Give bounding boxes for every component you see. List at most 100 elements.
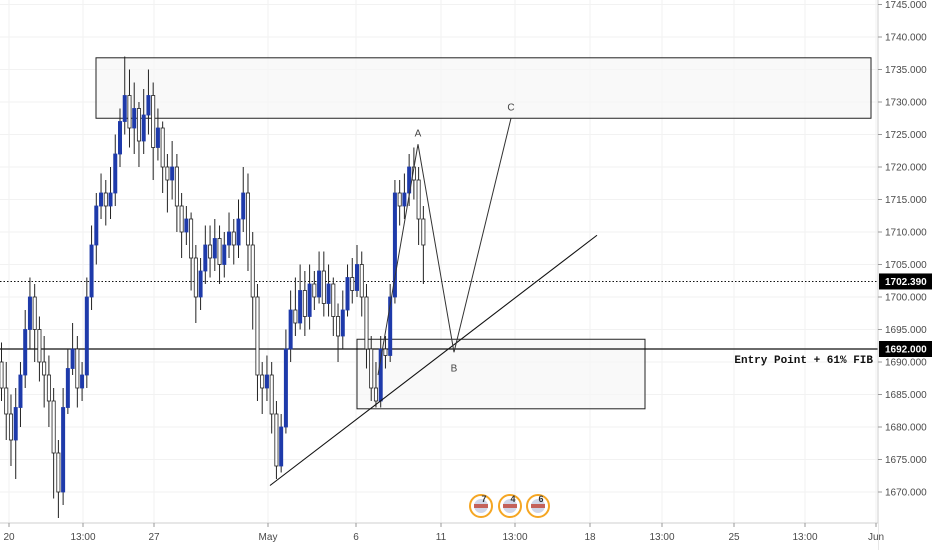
y-tick-label: 1710.000 xyxy=(885,228,927,239)
y-tick-label: 1720.000 xyxy=(885,163,927,174)
current-price-tag: 1702.390 xyxy=(879,273,932,290)
candle-body-up xyxy=(146,95,151,116)
pattern-label-a: A xyxy=(415,128,422,139)
candle-body-down xyxy=(208,244,213,259)
abc-pattern-line xyxy=(377,118,512,376)
candle xyxy=(250,232,255,330)
candle xyxy=(298,264,303,330)
x-tick-label: 13:00 xyxy=(70,532,95,543)
horizontal-lines-layer xyxy=(0,280,878,350)
candle-body-down xyxy=(4,387,9,415)
candle-body-down xyxy=(42,361,47,376)
candle-body-up xyxy=(65,368,70,408)
candle xyxy=(241,167,246,232)
candle-body-up xyxy=(307,283,312,317)
candle xyxy=(255,284,260,401)
candle-body-up xyxy=(354,264,359,291)
candle-body-up xyxy=(298,290,303,324)
candle-body-up xyxy=(122,95,127,122)
candle xyxy=(61,388,66,505)
event-badges-layer: 7 4 6 xyxy=(469,494,550,518)
candle-body-up xyxy=(61,407,66,493)
candle xyxy=(42,336,47,408)
candle-body-up xyxy=(326,283,331,304)
candle-body-down xyxy=(179,205,184,233)
candle xyxy=(51,388,56,499)
candle-body-down xyxy=(336,316,341,337)
candle-body-down xyxy=(369,348,374,389)
y-tick-label: 1685.000 xyxy=(885,390,927,401)
candle xyxy=(402,173,407,219)
candle xyxy=(184,206,189,245)
x-tick-label: 13:00 xyxy=(649,532,674,543)
x-tick-label: 27 xyxy=(148,532,160,543)
candle xyxy=(312,271,317,310)
candle xyxy=(80,362,85,401)
candle-body-down xyxy=(37,329,42,363)
candle xyxy=(283,329,288,434)
candle-body-up xyxy=(80,374,85,389)
candle xyxy=(198,258,203,310)
candle-body-up xyxy=(94,205,99,246)
candle xyxy=(264,355,269,401)
candle-body-up xyxy=(23,329,28,376)
candle xyxy=(354,245,359,297)
candle xyxy=(99,173,104,219)
candle-body-up xyxy=(89,244,94,298)
candle xyxy=(132,82,137,154)
candle xyxy=(32,284,37,362)
y-tick-label: 1680.000 xyxy=(885,423,927,434)
zone-layer xyxy=(95,57,872,410)
candle-body-down xyxy=(416,179,421,220)
candle-body-down xyxy=(51,400,56,454)
candle-body-down xyxy=(127,95,132,129)
candle-body-up xyxy=(227,231,232,246)
candle xyxy=(326,264,331,317)
candle-body-down xyxy=(56,452,61,493)
flag-stripe xyxy=(531,504,545,508)
x-tick-label: 13:00 xyxy=(792,532,817,543)
candle xyxy=(136,102,141,167)
candle-body-down xyxy=(260,374,265,389)
candle-body-down xyxy=(383,348,388,356)
candle-body-up xyxy=(288,309,293,350)
candle xyxy=(373,362,378,408)
event-badge-count: 6 xyxy=(538,494,543,504)
candle xyxy=(118,108,123,167)
price-tag-label: 1702.390 xyxy=(885,277,927,288)
candle xyxy=(4,362,9,440)
candle xyxy=(236,199,241,258)
candle xyxy=(165,154,170,213)
y-tick-label: 1675.000 xyxy=(885,455,927,466)
candle-body-down xyxy=(302,290,307,317)
candle xyxy=(388,284,393,362)
candle xyxy=(189,212,194,291)
candle xyxy=(321,251,326,317)
candle-body-down xyxy=(75,348,80,389)
candle xyxy=(113,134,118,206)
candle-body-down xyxy=(32,296,37,330)
candle xyxy=(193,245,198,323)
x-tick-label: Jun xyxy=(868,532,884,543)
candle xyxy=(94,193,99,265)
candle xyxy=(421,206,426,284)
candle xyxy=(288,290,293,362)
candle xyxy=(274,401,279,479)
candle-body-down xyxy=(174,166,179,207)
candle-body-up xyxy=(99,192,104,207)
candle xyxy=(227,212,232,258)
candle xyxy=(279,414,284,473)
y-tick-label: 1715.000 xyxy=(885,195,927,206)
y-tick-label: 1745.000 xyxy=(885,0,927,11)
candle-body-down xyxy=(421,218,426,246)
candle-body-up xyxy=(27,296,32,330)
candle xyxy=(84,277,89,388)
candle xyxy=(208,225,213,278)
candle-body-up xyxy=(203,244,208,272)
candle-body-down xyxy=(189,218,194,259)
candle-body-up xyxy=(264,374,269,389)
candles-layer xyxy=(0,56,426,518)
candle xyxy=(27,277,32,349)
y-tick-label: 1705.000 xyxy=(885,260,927,271)
